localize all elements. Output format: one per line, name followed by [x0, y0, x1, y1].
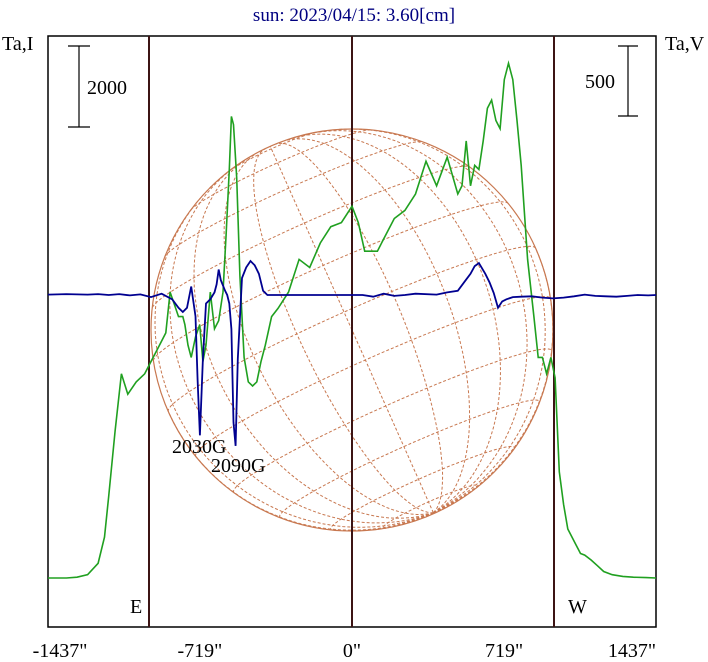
grid-line — [330, 445, 515, 531]
reference-lines — [148, 36, 555, 627]
grid-line — [194, 296, 551, 457]
grid-line — [275, 142, 444, 514]
x-tick-label: -1437" — [33, 640, 88, 662]
series-line-v — [47, 259, 657, 446]
grid-line — [169, 163, 434, 524]
x-tick-label: 719" — [485, 640, 523, 662]
grid-line — [284, 138, 471, 514]
grid-line — [151, 165, 469, 308]
grid-line — [193, 156, 434, 519]
grid-line — [154, 185, 434, 528]
x-tick-label: 1437" — [608, 640, 656, 662]
scale-bar-left-label: 2000 — [87, 77, 127, 99]
scale-bar-right-label: 500 — [585, 71, 615, 93]
chart-title: sun: 2023/04/15: 3.60[cm] — [253, 5, 455, 26]
limb-label-west: W — [568, 596, 587, 618]
grid-line — [338, 128, 546, 514]
grid-line — [269, 146, 434, 513]
y-axis-label-right: Ta,V — [665, 33, 705, 55]
grid-line — [304, 130, 528, 514]
y-axis-label-left: Ta,I — [2, 33, 33, 55]
grid-line — [290, 133, 502, 514]
x-tick-label: 0" — [343, 640, 361, 662]
x-axis-ticks: -1437" -719" 0" 719" 1437" — [33, 640, 657, 662]
series-line-i — [48, 60, 657, 579]
annotation-2090g: 2090G — [211, 455, 265, 477]
grid-line — [253, 148, 434, 514]
annotation-2030g: 2030G — [172, 436, 226, 458]
scale-bar-right — [618, 45, 638, 117]
x-tick-label: -719" — [177, 640, 222, 662]
scale-bar-left — [68, 45, 90, 128]
limb-label-east: E — [130, 596, 142, 618]
